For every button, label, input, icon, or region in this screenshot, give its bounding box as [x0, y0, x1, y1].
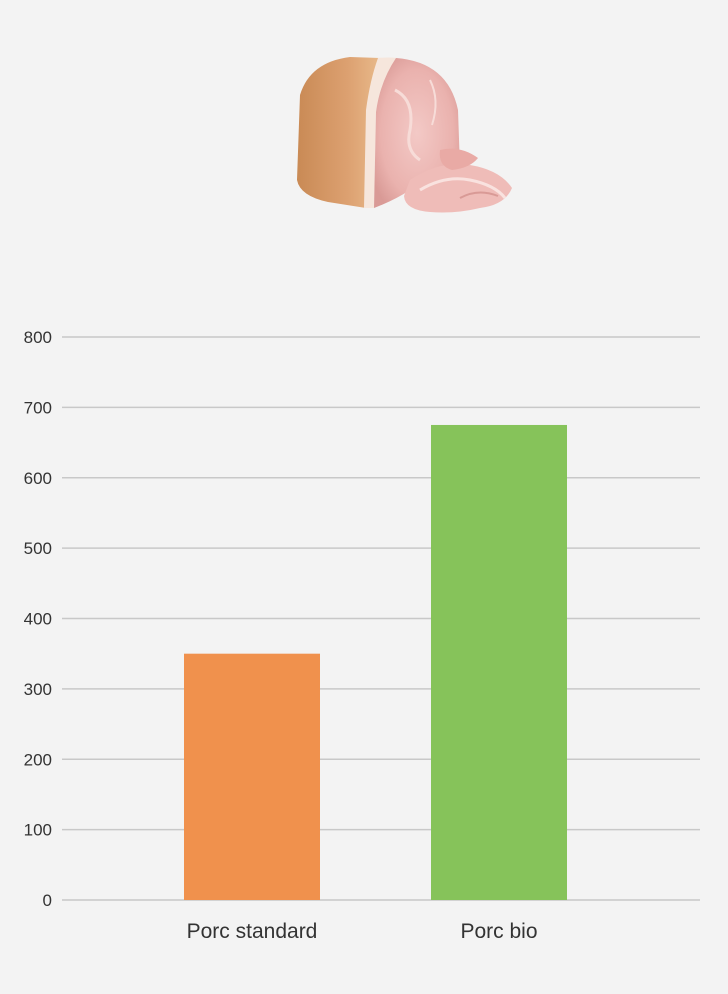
bars: [184, 424, 567, 900]
y-tick-label-0: 0: [43, 891, 52, 910]
bar-porc-bio: [431, 424, 567, 900]
y-tick-label-200: 200: [24, 750, 52, 769]
y-tick-label-500: 500: [24, 539, 52, 558]
y-tick-label-100: 100: [24, 821, 52, 840]
bar-porc-standard: [184, 653, 320, 900]
y-tick-label-600: 600: [24, 469, 52, 488]
gridlines: [62, 336, 700, 901]
ham-icon: [297, 57, 512, 213]
y-axis-tick-labels: 0 100 200 300 400 500 600 700 800: [24, 328, 52, 910]
x-category-label: Porc bio: [460, 920, 537, 943]
y-tick-label-700: 700: [24, 398, 52, 417]
x-axis-category-labels: Porc standard Porc bio: [187, 920, 538, 943]
y-tick-label-400: 400: [24, 610, 52, 629]
y-tick-label-300: 300: [24, 680, 52, 699]
y-tick-label-800: 800: [24, 328, 52, 347]
x-category-label: Porc standard: [187, 920, 318, 943]
